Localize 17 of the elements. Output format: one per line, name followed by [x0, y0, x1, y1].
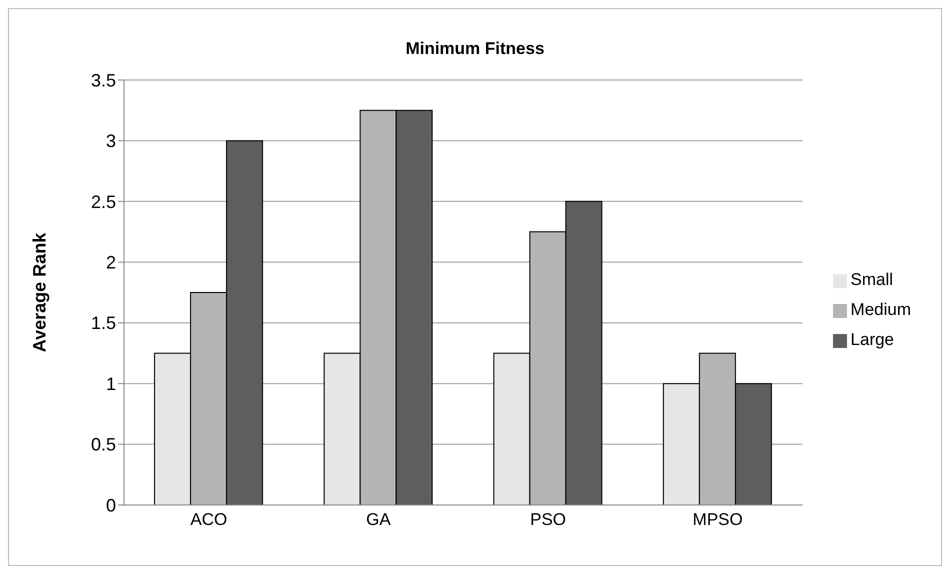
x-tick-label: ACO	[190, 510, 228, 530]
y-tick-label: 3.5	[90, 70, 116, 90]
x-tick-label: PSO	[530, 510, 566, 530]
y-tick-label: 2.5	[90, 192, 116, 212]
y-tick-label: 1.5	[90, 313, 116, 334]
legend-label: Large	[850, 330, 894, 349]
legend-label: Medium	[850, 300, 911, 319]
y-tick-label: 3	[106, 131, 116, 152]
y-tick-label: 1	[106, 374, 116, 394]
y-tick-label: 0	[106, 495, 116, 516]
legend-label: Small	[850, 270, 894, 289]
y-tick-label: 0.5	[90, 434, 116, 455]
y-tick-label: 2	[106, 252, 116, 273]
x-tick-label: MPSO	[692, 510, 743, 530]
y-axis-title: Average Rank	[29, 232, 50, 352]
x-tick-label: GA	[366, 510, 392, 530]
chart-title: Minimum Fitness	[404, 38, 546, 60]
